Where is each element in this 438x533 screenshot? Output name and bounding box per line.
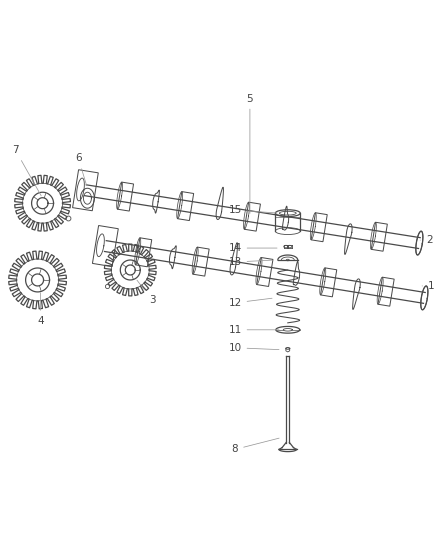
Text: 4: 4 bbox=[37, 293, 44, 326]
Text: 5: 5 bbox=[247, 93, 253, 213]
Text: 13: 13 bbox=[228, 257, 272, 267]
Text: 12: 12 bbox=[228, 298, 272, 308]
Text: 3: 3 bbox=[137, 280, 155, 305]
Text: 15: 15 bbox=[228, 205, 277, 215]
Text: 1: 1 bbox=[422, 281, 434, 291]
Text: 10: 10 bbox=[228, 343, 279, 353]
Text: 7: 7 bbox=[12, 146, 41, 196]
Text: 11: 11 bbox=[228, 325, 279, 335]
Text: 2: 2 bbox=[420, 235, 433, 245]
Text: 8: 8 bbox=[232, 438, 279, 455]
Text: 14: 14 bbox=[228, 243, 277, 253]
Text: 6: 6 bbox=[75, 154, 87, 185]
